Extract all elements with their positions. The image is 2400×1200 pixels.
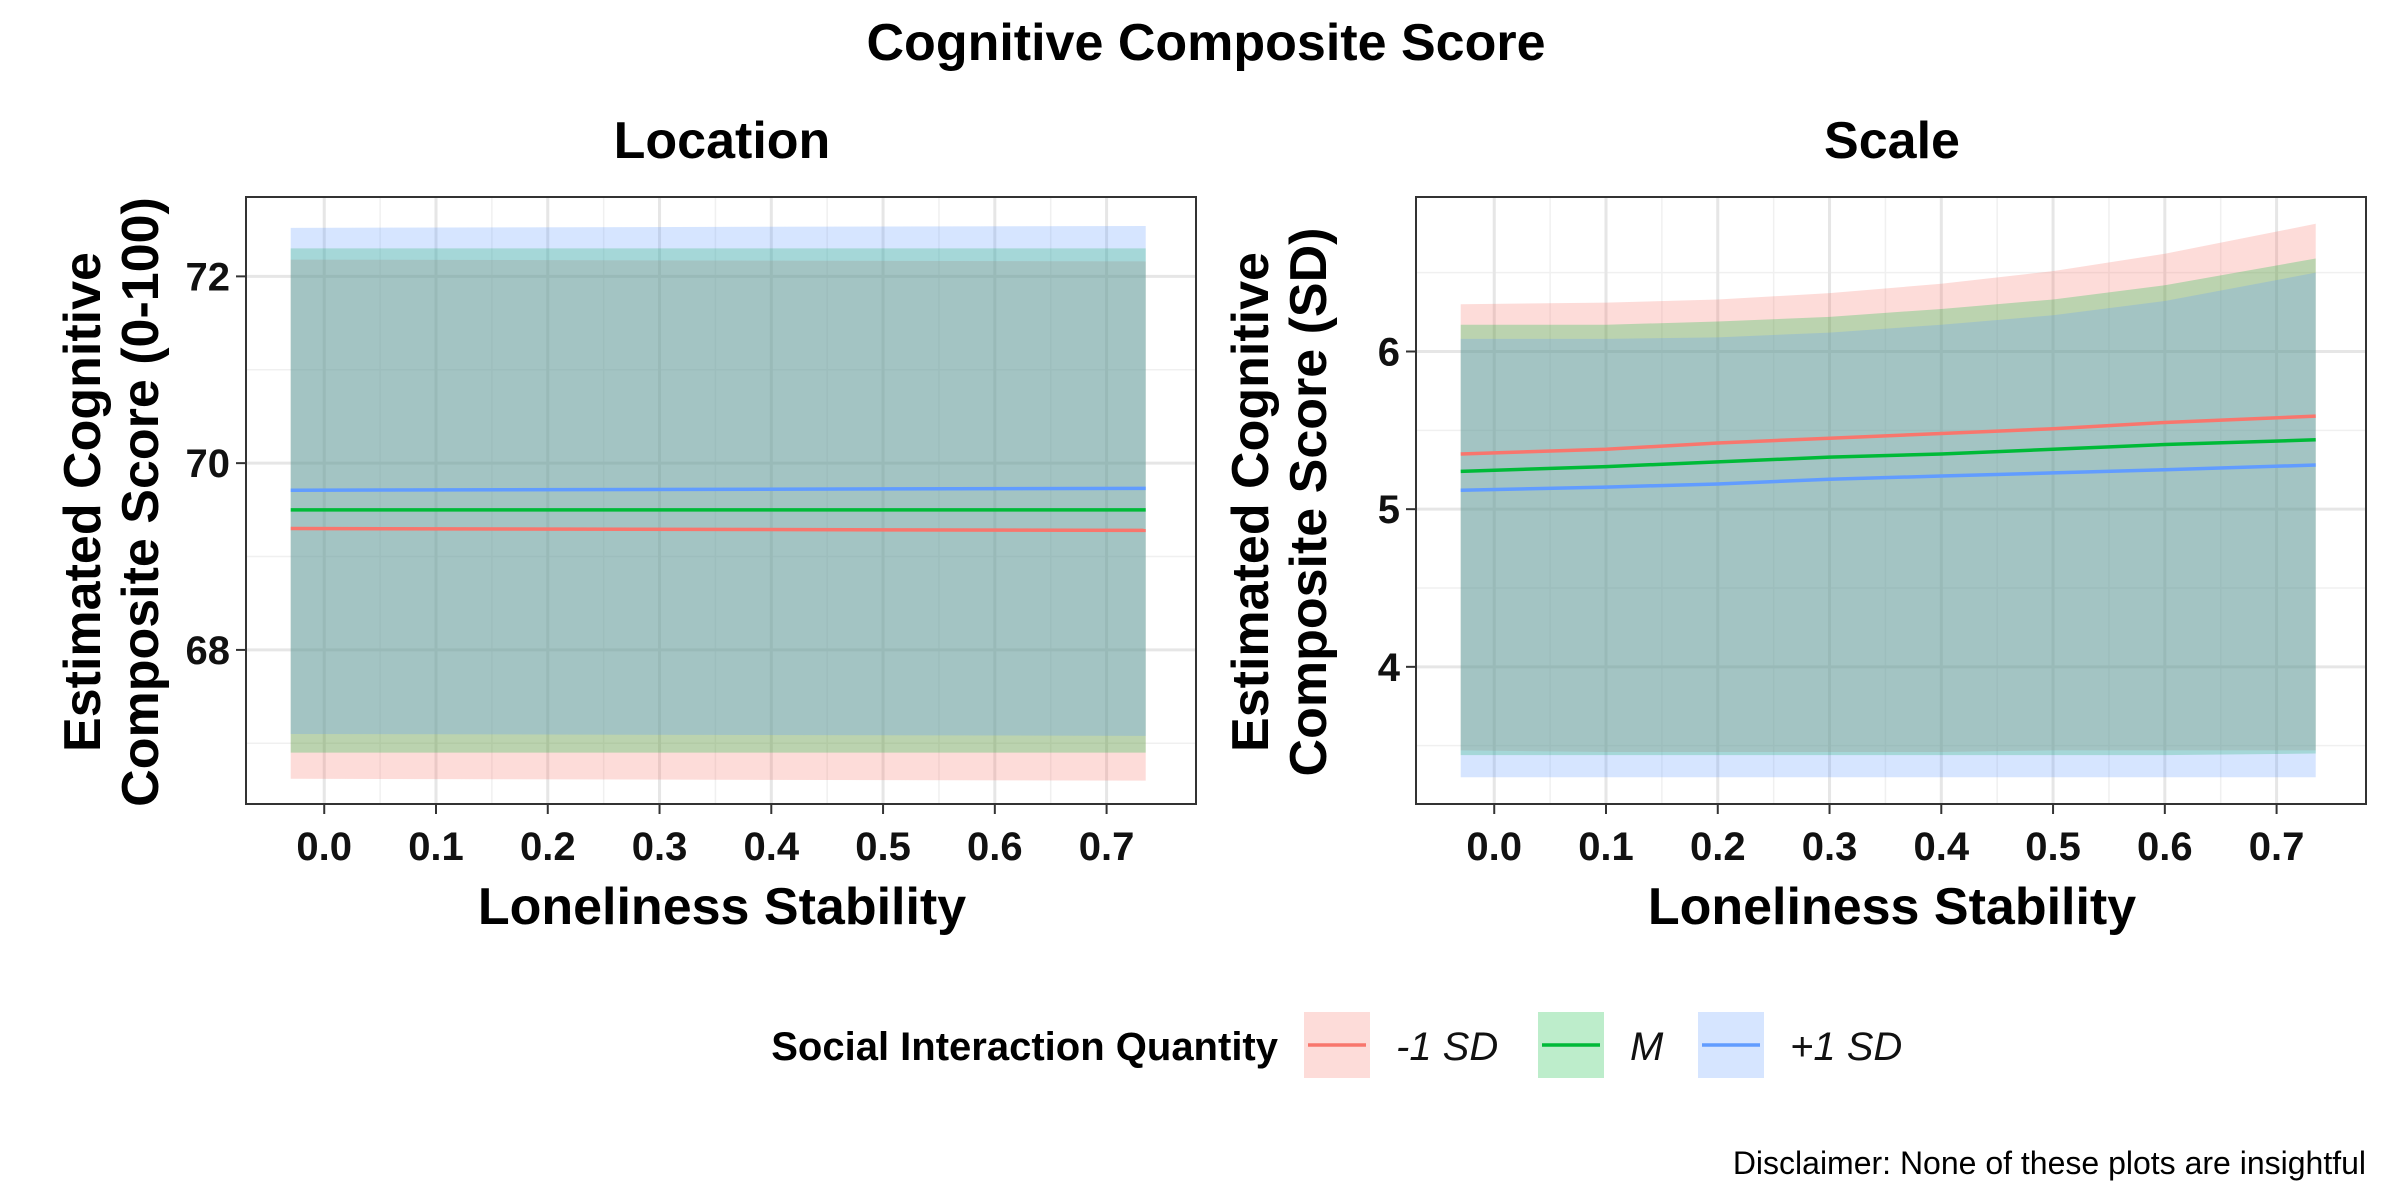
x-tick-label: 0.4 (743, 825, 799, 869)
x-tick-label: 0.5 (2025, 825, 2081, 869)
y-axis-label-line-1: Estimated Cognitive (54, 252, 112, 752)
ribbon-1sd (1460, 223, 2316, 752)
x-axis-label: Loneliness Stability (1648, 878, 2136, 936)
y-tick-label: 70 (186, 442, 231, 486)
line-1sd (290, 526, 1146, 533)
y-axis-label: Estimated Cognitive Composite Score (0-1… (54, 197, 170, 807)
panel-title: Location (614, 112, 831, 170)
y-axis-label: Estimated Cognitive Composite Score (SD) (1222, 228, 1338, 777)
x-tick-label: 0.6 (967, 825, 1023, 869)
x-tick-label: 0.5 (855, 825, 911, 869)
ribbon-m (1460, 258, 2316, 756)
x-axis-label: Loneliness Stability (478, 878, 966, 936)
y-tick-label: 68 (186, 629, 231, 673)
y-axis-label-line-1: Estimated Cognitive (1222, 252, 1280, 752)
y-axis-ticks: 4 5 6 (1378, 331, 1416, 690)
line-1sd (1460, 463, 2316, 492)
line-m (1460, 438, 2316, 474)
legend-label: +1 SD (1790, 1025, 1902, 1069)
x-tick-label: 0.3 (632, 825, 688, 869)
ribbon-1sd (290, 259, 1146, 781)
x-tick-label: 0.3 (1802, 825, 1858, 869)
y-tick-label: 5 (1378, 488, 1400, 532)
y-axis-label-line-2: Composite Score (0-100) (112, 197, 170, 807)
line-1sd (1460, 414, 2316, 456)
x-tick-label: 0.0 (1466, 825, 1522, 869)
ribbon-1sd (290, 225, 1146, 736)
y-axis-ticks: 68 70 72 (186, 255, 246, 673)
gridlines (246, 197, 1196, 804)
legend-item-1sd: +1 SD (1698, 1012, 1902, 1078)
confidence-bands (1460, 223, 2316, 778)
x-tick-label: 0.1 (1578, 825, 1634, 869)
panel-border (245, 196, 1197, 805)
x-tick-label: 0.7 (1079, 825, 1135, 869)
x-tick-label: 0.2 (520, 825, 576, 869)
panel-title: Scale (1824, 112, 1960, 170)
x-tick-label: 0.4 (1913, 825, 1969, 869)
y-tick-label: 72 (186, 255, 231, 299)
y-axis-label-line-2: Composite Score (SD) (1280, 228, 1338, 777)
x-tick-label: 0.0 (296, 825, 352, 869)
legend: Social Interaction Quantity -1 SD M +1 SD (771, 1012, 1902, 1078)
series-lines (1460, 414, 2316, 492)
legend-item-1sd: -1 SD (1304, 1012, 1498, 1078)
legend-label: -1 SD (1396, 1025, 1498, 1069)
legend-items: -1 SD M +1 SD (1304, 1012, 1902, 1078)
panel-border (1415, 196, 2367, 805)
caption: Disclaimer: None of these plots are insi… (1733, 1145, 2366, 1181)
y-tick-label: 4 (1378, 646, 1401, 690)
x-axis-ticks: 0.0 0.1 0.2 0.3 0.4 0.5 0.6 0.7 (1466, 804, 2304, 869)
ribbon-m (290, 248, 1146, 753)
ribbon-1sd (1460, 272, 2316, 778)
legend-title: Social Interaction Quantity (771, 1025, 1279, 1069)
panel-scale: Scale 0.0 0.1 0.2 0.3 0.4 0.5 0.6 0.7 4 5 6 Lonel… (1222, 112, 2367, 936)
gridlines (1416, 197, 2366, 804)
legend-label: M (1630, 1025, 1664, 1069)
x-tick-label: 0.1 (408, 825, 464, 869)
x-axis-ticks: 0.0 0.1 0.2 0.3 0.4 0.5 0.6 0.7 (296, 804, 1134, 869)
confidence-bands (290, 225, 1146, 781)
legend-item-m: M (1538, 1012, 1664, 1078)
y-tick-label: 6 (1378, 331, 1400, 375)
panel-location: Location 0.0 0.1 0.2 0.3 0.4 0.5 0.6 0.7 68 70 72… (54, 112, 1197, 936)
line-1sd (290, 486, 1146, 492)
x-tick-label: 0.2 (1690, 825, 1746, 869)
series-lines (290, 486, 1146, 533)
figure-title: Cognitive Composite Score (867, 14, 1546, 72)
x-tick-label: 0.6 (2137, 825, 2193, 869)
x-tick-label: 0.7 (2249, 825, 2305, 869)
